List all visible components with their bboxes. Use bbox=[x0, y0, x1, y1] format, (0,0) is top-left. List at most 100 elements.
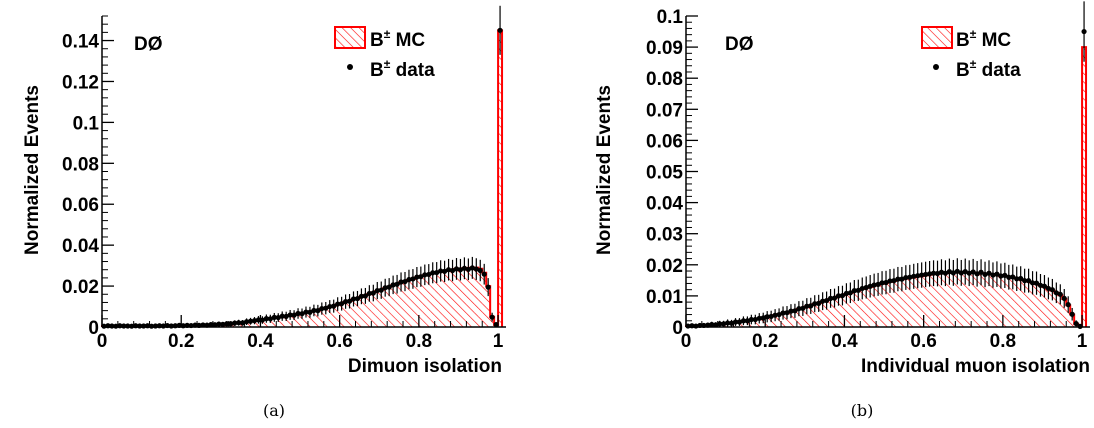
mc-bin bbox=[836, 296, 841, 327]
data-point bbox=[883, 279, 889, 286]
mc-bin bbox=[1022, 280, 1027, 327]
mc-bin bbox=[840, 295, 845, 327]
data-point bbox=[418, 274, 424, 280]
mc-bin bbox=[1070, 314, 1075, 327]
x-tick-label: 0.8 bbox=[990, 331, 1016, 352]
data-point bbox=[744, 318, 750, 324]
data-point bbox=[497, 27, 503, 33]
y-tick-label: 0.03 bbox=[646, 225, 683, 246]
mc-bin bbox=[1006, 276, 1011, 327]
y-tick-label: 0.04 bbox=[62, 236, 99, 257]
mc-bin bbox=[410, 278, 415, 327]
mc-bin bbox=[284, 315, 289, 327]
data-point bbox=[911, 273, 917, 279]
mc-bin bbox=[406, 279, 411, 327]
data-point bbox=[784, 310, 790, 316]
mc-bin bbox=[955, 272, 960, 327]
mc-bin bbox=[399, 282, 404, 327]
data-point bbox=[473, 266, 479, 272]
mc-bin bbox=[355, 298, 360, 327]
mc-bin bbox=[1014, 278, 1019, 327]
data-point bbox=[1053, 290, 1059, 296]
mc-bin bbox=[280, 316, 285, 327]
data-point bbox=[768, 313, 774, 320]
data-point bbox=[457, 267, 464, 273]
data-point bbox=[732, 319, 739, 325]
data-point bbox=[800, 305, 806, 311]
data-point bbox=[907, 274, 913, 280]
mc-bin bbox=[884, 282, 888, 327]
mc-bin bbox=[888, 281, 892, 327]
data-point bbox=[1018, 275, 1024, 282]
data-point bbox=[449, 267, 456, 274]
legend-data-sup: ± bbox=[384, 57, 391, 71]
legend-data-marker bbox=[933, 64, 939, 70]
data-point bbox=[871, 282, 877, 288]
legend-mc-suffix: MC bbox=[390, 30, 425, 51]
y-tick-label: 0.1 bbox=[73, 113, 100, 134]
mc-bin bbox=[792, 310, 797, 327]
mc-bin bbox=[296, 313, 301, 327]
data-point bbox=[875, 281, 881, 287]
y-tick-label: 0 bbox=[672, 318, 683, 339]
data-point bbox=[362, 293, 368, 299]
plot-area bbox=[101, 5, 504, 329]
legend-mc-sup: ± bbox=[384, 27, 391, 41]
data-point bbox=[919, 272, 925, 278]
data-point bbox=[331, 303, 337, 309]
data-point bbox=[489, 314, 495, 320]
data-point bbox=[950, 270, 956, 276]
mc-bin bbox=[872, 285, 877, 327]
mc-bin bbox=[903, 278, 908, 327]
data-point bbox=[394, 281, 400, 287]
mc-bin bbox=[987, 273, 991, 327]
mc-bin bbox=[923, 275, 928, 327]
data-point bbox=[986, 270, 992, 276]
data-point bbox=[1057, 291, 1063, 297]
data-point bbox=[1065, 302, 1071, 308]
data-point bbox=[1037, 282, 1044, 288]
legend-mc-sup: ± bbox=[970, 27, 977, 41]
mc-bin bbox=[375, 290, 380, 327]
mc-bin bbox=[979, 273, 984, 327]
mc-bin bbox=[832, 297, 837, 327]
data-point bbox=[926, 271, 933, 277]
data-point bbox=[283, 313, 289, 319]
data-point bbox=[398, 279, 404, 285]
data-point bbox=[812, 301, 818, 307]
data-point bbox=[422, 272, 428, 278]
data-point bbox=[1033, 280, 1040, 286]
data-point bbox=[1045, 285, 1052, 292]
mc-bin bbox=[300, 313, 304, 327]
mc-bin bbox=[785, 312, 789, 327]
legend-mc-label: B± MC bbox=[956, 27, 1011, 51]
x-tick-label: 0.4 bbox=[247, 331, 274, 352]
data-point bbox=[776, 311, 782, 318]
data-point bbox=[899, 276, 905, 282]
data-point bbox=[303, 309, 309, 315]
data-point bbox=[915, 273, 921, 279]
data-point bbox=[271, 314, 277, 320]
mc-bin bbox=[848, 292, 853, 327]
data-point bbox=[259, 317, 266, 323]
mc-bin bbox=[935, 273, 940, 327]
data-point bbox=[847, 290, 853, 296]
data-point bbox=[291, 312, 297, 318]
data-point bbox=[390, 282, 396, 288]
legend-data-b: B bbox=[370, 60, 384, 81]
mc-bin bbox=[498, 30, 503, 328]
y-tick-label: 0.06 bbox=[646, 131, 683, 152]
mc-bin bbox=[395, 283, 400, 327]
mc-bin bbox=[379, 289, 384, 327]
mc-bin bbox=[959, 272, 964, 327]
mc-bin bbox=[339, 303, 344, 327]
data-point bbox=[879, 280, 885, 286]
mc-bin bbox=[868, 286, 873, 327]
data-point bbox=[358, 293, 365, 299]
mc-bin bbox=[975, 272, 980, 327]
mc-bin bbox=[1018, 279, 1023, 327]
data-point bbox=[224, 321, 230, 327]
legend-mc-label: B± MC bbox=[370, 27, 425, 51]
mc-bin bbox=[466, 267, 471, 327]
